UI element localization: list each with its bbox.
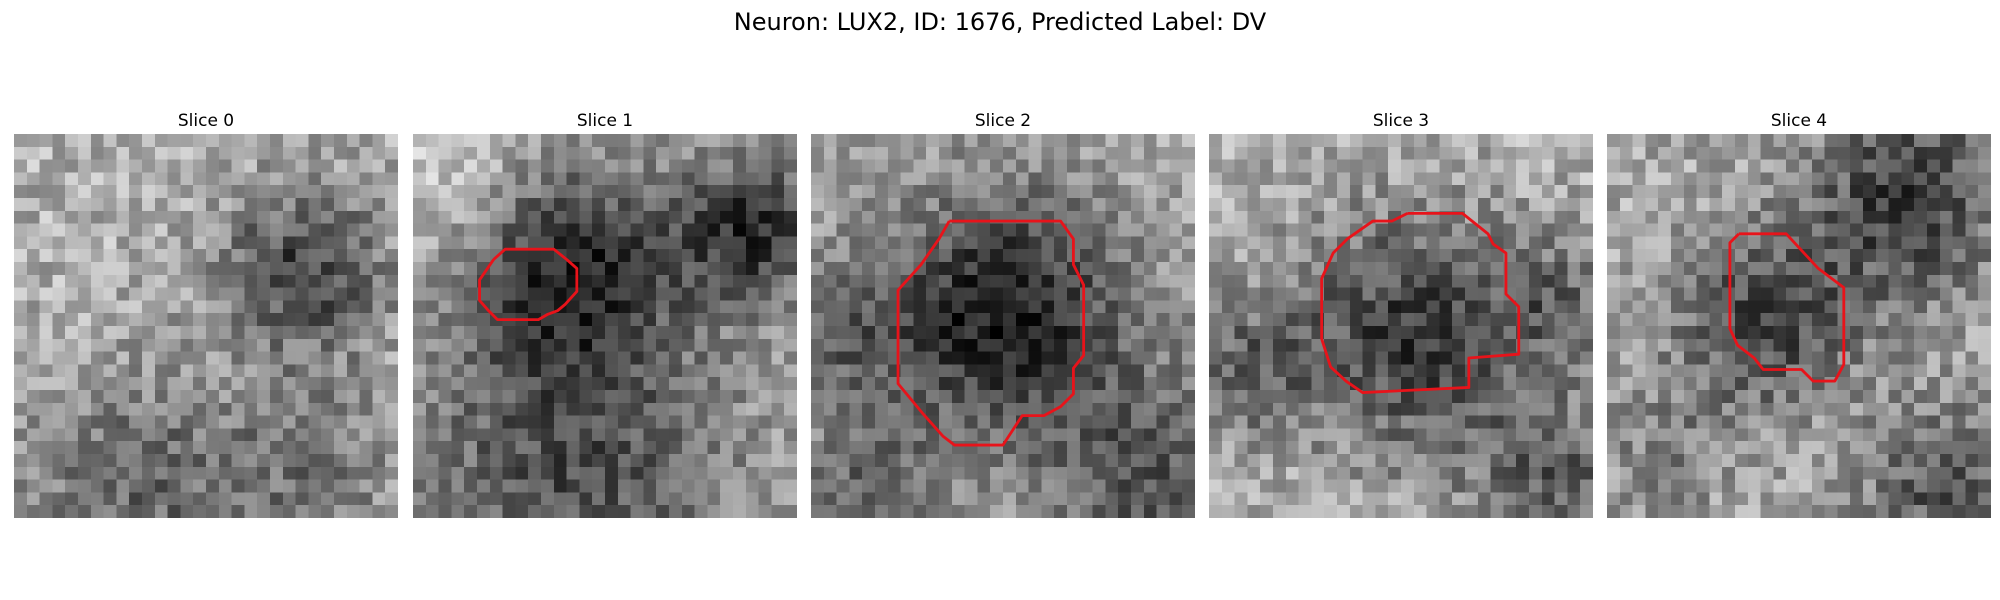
- panel-title: Slice 2: [974, 111, 1032, 131]
- figure-title: Neuron: LUX2, ID: 1676, Predicted Label:…: [733, 8, 1267, 36]
- panel-slice-0: Slice 0: [14, 110, 398, 518]
- slice-image: [14, 134, 398, 518]
- roi-contour: [896, 219, 1086, 447]
- panel-title: Slice 4: [1770, 111, 1828, 131]
- panel-slice-1: Slice 1: [413, 110, 797, 518]
- roi-contour: [478, 247, 579, 322]
- roi-contour: [1320, 211, 1521, 394]
- panel-title: Slice 3: [1372, 111, 1430, 131]
- slice-image: [1607, 134, 1991, 518]
- panel-slice-3: Slice 3: [1209, 110, 1593, 518]
- panel-title: Slice 0: [177, 111, 235, 131]
- panel-slice-2: Slice 2: [811, 110, 1195, 518]
- slice-image: [413, 134, 797, 518]
- slice-image: [1209, 134, 1593, 518]
- panel-title: Slice 1: [576, 111, 634, 131]
- panel-slice-4: Slice 4: [1607, 110, 1991, 518]
- slice-image: [811, 134, 1195, 518]
- roi-contour: [1728, 232, 1846, 383]
